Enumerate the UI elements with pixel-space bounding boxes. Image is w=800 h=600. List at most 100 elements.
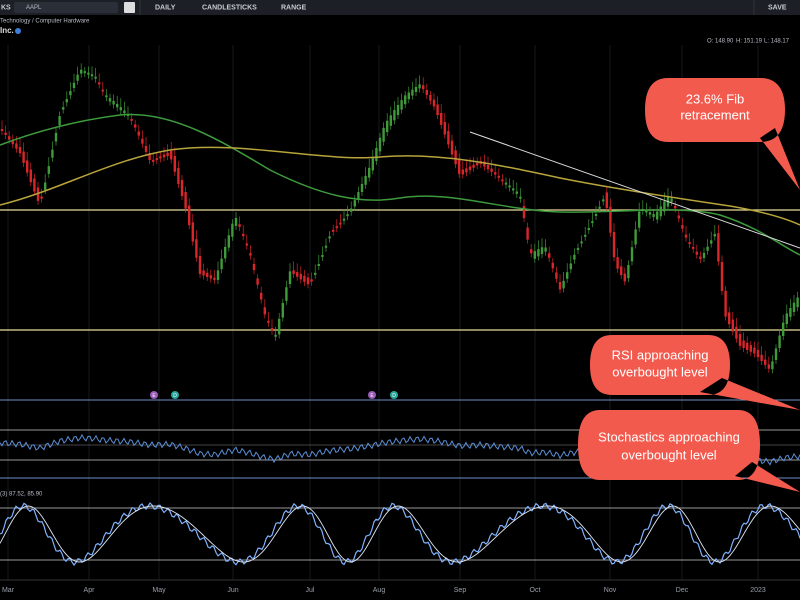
candle-body	[393, 110, 396, 121]
candle-body	[760, 354, 763, 362]
tab[interactable]: KS	[1, 4, 11, 11]
candle-body	[548, 253, 551, 258]
candle-body	[684, 234, 688, 238]
candle-body	[375, 147, 378, 161]
candle-body	[263, 307, 266, 315]
event-marker[interactable]	[150, 391, 158, 399]
candle-body	[371, 158, 374, 171]
candle-body	[425, 90, 428, 95]
candle-body	[101, 89, 104, 92]
month-label: 2023	[750, 587, 766, 594]
candle-body	[195, 239, 198, 258]
month-label: Mar	[2, 587, 15, 594]
candle-body	[544, 247, 547, 252]
candle-body	[688, 242, 691, 245]
candle-body	[224, 246, 227, 259]
event-marker[interactable]	[368, 391, 376, 399]
candle-body	[216, 270, 220, 280]
candle-body	[522, 206, 526, 219]
candle-body	[465, 168, 468, 173]
candle-body	[108, 98, 112, 102]
candle-body	[702, 252, 706, 258]
candle-body	[321, 254, 324, 257]
candle-body	[33, 178, 36, 192]
candle-body	[72, 82, 76, 88]
month-label: Dec	[676, 587, 689, 594]
month-label: Apr	[84, 587, 96, 594]
candle-body	[299, 273, 302, 280]
candle-body	[170, 150, 173, 160]
candle-body	[335, 226, 338, 229]
candle-body	[616, 257, 619, 269]
candle-body	[587, 228, 590, 231]
candle-body	[4, 132, 7, 136]
event-marker[interactable]	[171, 391, 179, 399]
event-marker[interactable]	[390, 391, 398, 399]
candle-body	[407, 92, 410, 100]
callout	[578, 410, 800, 492]
candle-body	[346, 214, 349, 217]
candle-body	[432, 99, 436, 107]
candle-body	[450, 140, 454, 155]
candle-body	[292, 270, 295, 275]
candle-body	[630, 247, 634, 262]
search-text: AAPL	[26, 5, 42, 11]
period-menu[interactable]: DAILY	[155, 4, 176, 11]
candle-body	[404, 95, 407, 105]
month-label: Jul	[306, 587, 315, 594]
candle-body	[573, 254, 576, 260]
candle-body	[252, 264, 256, 271]
range-menu[interactable]: RANGE	[281, 4, 307, 11]
candle-body	[569, 263, 572, 270]
candle-body	[306, 277, 310, 285]
candle-body	[558, 282, 562, 290]
candle-body	[152, 159, 155, 162]
candle-body	[177, 168, 180, 184]
candle-body	[458, 159, 461, 174]
candle-body	[270, 328, 274, 331]
candle-body	[314, 272, 317, 275]
candle-body	[198, 256, 202, 274]
candle-body	[378, 137, 382, 152]
candle-body	[141, 138, 144, 144]
open-value: O: 148.90	[707, 39, 734, 45]
annotation: overbought level	[612, 364, 708, 379]
candle-body	[612, 232, 616, 258]
add-button[interactable]	[124, 2, 135, 13]
info-icon[interactable]	[15, 28, 21, 34]
candle-body	[288, 271, 292, 284]
candle-body	[422, 85, 425, 90]
candle-body	[278, 318, 281, 335]
candle-body	[440, 113, 443, 125]
candle-body	[396, 105, 400, 115]
candle-body	[472, 164, 475, 168]
event-label: E	[370, 393, 374, 399]
candle-body	[530, 249, 533, 254]
candle-body	[602, 199, 605, 202]
candle-body	[8, 136, 11, 140]
candle-body	[710, 240, 713, 244]
candle-body	[494, 172, 497, 175]
style-menu[interactable]: CANDLESTICKS	[202, 4, 257, 11]
candle-body	[429, 94, 432, 101]
candle-body	[360, 183, 364, 192]
month-label: Nov	[604, 587, 617, 594]
candle-body	[234, 217, 238, 226]
candle-body	[656, 211, 659, 220]
candle-body	[414, 86, 418, 92]
candle-body	[681, 225, 684, 229]
candle-body	[260, 292, 263, 300]
candle-body	[58, 116, 61, 126]
candle-body	[123, 110, 126, 114]
candle-body	[483, 161, 486, 167]
candle-body	[342, 218, 346, 221]
save-button[interactable]: SAVE	[768, 4, 787, 11]
candle-body	[18, 147, 22, 154]
candle-body	[249, 253, 252, 256]
search-box[interactable]	[14, 2, 118, 13]
candle-body	[213, 277, 216, 280]
event-label: D	[392, 393, 396, 399]
candle-body	[540, 247, 544, 254]
candle-body	[386, 120, 389, 133]
candle-body	[76, 74, 79, 81]
